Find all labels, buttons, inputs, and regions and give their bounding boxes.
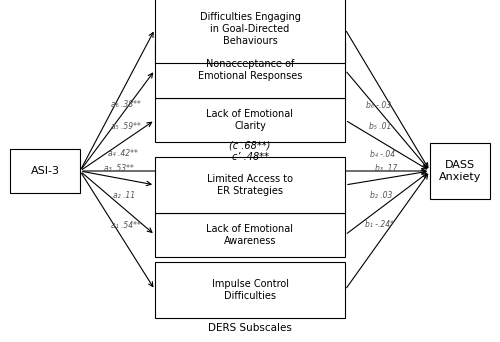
Bar <box>155 42 345 98</box>
Text: a₆ .38**: a₆ .38** <box>112 100 142 109</box>
Text: Lack of Emotional
Awareness: Lack of Emotional Awareness <box>206 224 294 246</box>
Text: Impulse Control
Difficulties: Impulse Control Difficulties <box>212 279 288 301</box>
Text: Nonacceptance of
Emotional Responses: Nonacceptance of Emotional Responses <box>198 59 302 81</box>
Text: (c .68**): (c .68**) <box>230 140 270 150</box>
Text: Difficulties Engaging
in Goal-Directed
Behaviours: Difficulties Engaging in Goal-Directed B… <box>200 12 300 45</box>
Bar <box>155 213 345 257</box>
Text: b₆ -.03: b₆ -.03 <box>366 101 392 110</box>
Text: b₃ .17: b₃ .17 <box>374 163 397 173</box>
Text: a₅ .59**: a₅ .59** <box>110 122 140 131</box>
Bar <box>10 149 80 193</box>
Text: a₁ .54**: a₁ .54** <box>111 221 141 230</box>
Text: Limited Access to
ER Strategies: Limited Access to ER Strategies <box>207 174 293 196</box>
Text: b₂ .03: b₂ .03 <box>370 190 392 199</box>
Bar <box>155 98 345 142</box>
Text: b₄ -.04: b₄ -.04 <box>370 149 395 159</box>
Text: a₃ .53**: a₃ .53** <box>104 164 134 173</box>
Text: DERS Subscales: DERS Subscales <box>208 323 292 333</box>
Text: DASS
Anxiety: DASS Anxiety <box>439 160 481 182</box>
Bar <box>155 0 345 63</box>
Bar <box>430 143 490 199</box>
Text: b₅ .01: b₅ .01 <box>368 122 391 131</box>
Text: a₄ .42**: a₄ .42** <box>108 149 138 158</box>
Bar <box>155 157 345 213</box>
Bar <box>155 262 345 318</box>
Text: Lack of Emotional
Clarity: Lack of Emotional Clarity <box>206 109 294 131</box>
Text: ASI-3: ASI-3 <box>30 166 60 176</box>
Text: a₂ .11: a₂ .11 <box>113 191 135 200</box>
Text: c’ .48**: c’ .48** <box>232 152 268 162</box>
Text: b₁ -.24*: b₁ -.24* <box>365 220 394 229</box>
